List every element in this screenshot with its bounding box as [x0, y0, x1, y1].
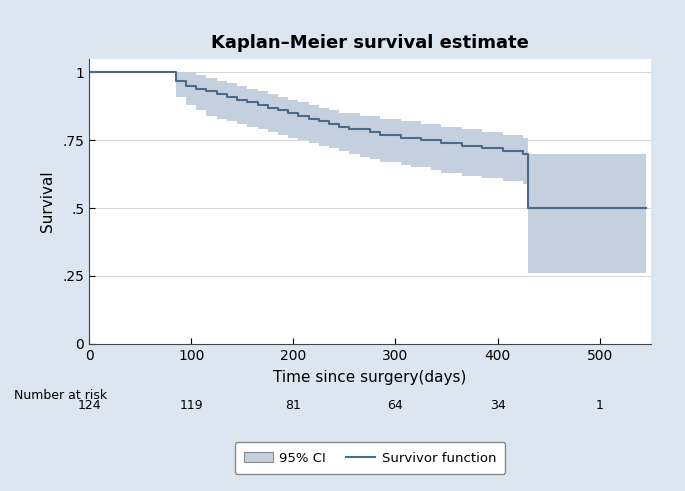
Y-axis label: Survival: Survival [40, 170, 55, 232]
Text: 1: 1 [596, 399, 603, 411]
Title: Kaplan–Meier survival estimate: Kaplan–Meier survival estimate [211, 34, 529, 52]
Legend: 95% CI, Survivor function: 95% CI, Survivor function [234, 442, 506, 474]
Text: 64: 64 [388, 399, 403, 411]
Text: 119: 119 [179, 399, 203, 411]
X-axis label: Time since surgery(days): Time since surgery(days) [273, 370, 466, 384]
Text: 34: 34 [490, 399, 506, 411]
Text: Number at risk: Number at risk [14, 389, 107, 402]
Text: 81: 81 [286, 399, 301, 411]
Text: 124: 124 [77, 399, 101, 411]
